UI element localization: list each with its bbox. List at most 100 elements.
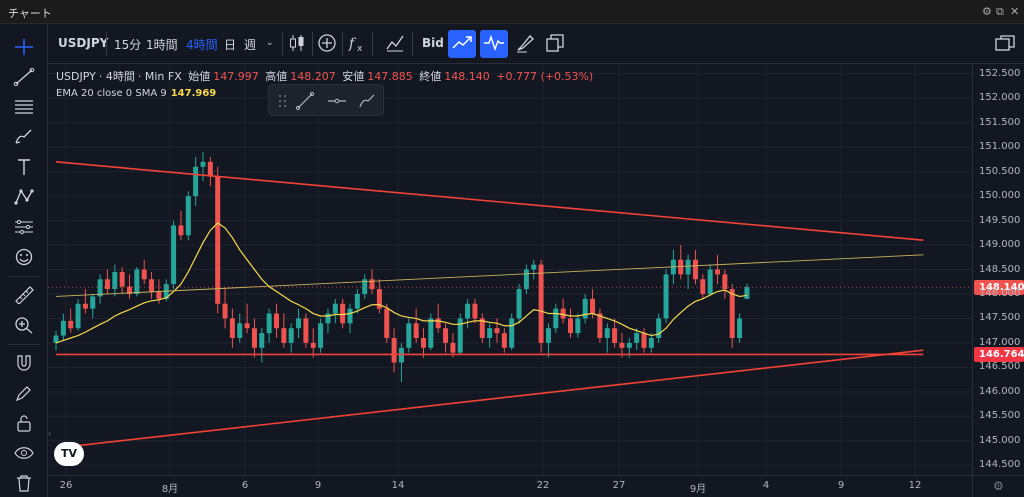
eraser-icon[interactable] [514,32,536,54]
candle-body [501,333,507,348]
price-axis-label: 150.000 [979,190,1021,202]
drawing-mode-tool[interactable] [0,378,48,408]
price-chart [48,64,972,475]
text-tool[interactable] [0,152,48,182]
candles-icon[interactable] [286,32,308,54]
templates-icon[interactable] [384,32,406,54]
fib-tool[interactable] [0,92,48,122]
price-axis-label: 145.500 [979,410,1021,422]
candle-body [303,318,309,343]
candle-body [523,269,529,290]
magnet-tool[interactable] [0,348,48,378]
candle-body [612,328,618,343]
candle-body [340,303,346,324]
eye-icon [14,447,34,459]
lock-tool[interactable] [0,408,48,438]
candle-body [274,313,279,329]
brush-icon[interactable] [357,91,377,111]
chart-pane[interactable]: USDJPY · 4時間 · Min FX 始値 147.997 高値 148.207 … [48,64,972,475]
time-axis-label: 6 [241,480,249,491]
candle-body [178,225,184,236]
multi-window-icon[interactable] [994,33,1016,55]
time-axis-label: 12 [908,480,922,491]
window-titlebar: チャート ⚙ ⧉ ✕ [0,0,1024,24]
legend-open-label: 始値 [188,70,211,83]
price-axis-label: 146.000 [979,385,1021,397]
candle-body [215,176,221,304]
price-type-button[interactable]: Bid [422,36,444,50]
candle-body [60,320,66,336]
candle-body [479,318,485,338]
layout-icon[interactable] [544,32,566,54]
candle-body [538,264,544,343]
close-icon[interactable]: ✕ [1010,5,1020,18]
add-compare-icon[interactable] [316,32,338,54]
candle-body [678,259,684,275]
candle-body [604,328,610,338]
candle-body [413,323,419,338]
candle-body [310,342,316,348]
trendline-icon[interactable] [295,91,315,111]
legend-symbol: USDJPY [56,70,96,83]
candle-body [465,303,471,319]
candle-body [707,269,713,294]
brush-tool[interactable] [0,122,48,152]
trendline-icon [13,68,35,86]
time-axis-label: 8月 [161,484,179,495]
candle-body [318,323,324,348]
time-axis-label: 14 [391,480,405,491]
collapse-toolbar-icon[interactable]: ‹ [48,429,52,438]
interval-15m[interactable]: 15分 [114,38,142,52]
candle-body [715,269,720,275]
drag-handle-icon[interactable] [273,91,293,111]
candle-body [362,279,368,294]
candle-body [369,279,375,290]
ema-legend[interactable]: EMA 20 close 0 SMA 9 147.969 [56,88,216,99]
pulse-icon[interactable] [483,32,505,54]
candle-body [560,308,566,319]
interval-day[interactable]: 日 [224,38,237,52]
measure-tool[interactable] [0,280,48,310]
chevron-down-icon[interactable]: ⌄ [266,38,274,48]
candle-body [200,161,206,167]
candle-body [568,318,573,334]
legend-interval: 4時間 [105,70,135,83]
time-axis[interactable]: 26 8月 6 9 14 22 27 9月 4 9 12 [48,475,972,497]
pattern-tool[interactable] [0,182,48,212]
forecast-tool[interactable] [0,212,48,242]
candle-body [722,274,728,290]
candle-body [244,323,250,329]
unlock-icon [17,415,31,432]
candle-body [53,335,59,343]
settings-icon[interactable]: ⚙ [982,5,992,18]
text-icon [18,159,30,175]
candle-body [237,323,243,338]
zoom-tool[interactable] [0,310,48,340]
interval-week[interactable]: 週 [244,38,257,52]
price-axis-label: 149.500 [979,214,1021,226]
ruler-icon [15,286,34,304]
legend-high: 148.207 [290,70,336,83]
trend-up-icon[interactable] [451,32,473,54]
candle-body [509,318,515,348]
trendline-tool[interactable] [0,62,48,92]
crosshair-tool[interactable] [0,32,48,62]
candle-body [325,313,331,324]
candle-body [737,318,743,338]
candle-body [112,271,118,290]
popout-icon[interactable]: ⧉ [996,5,1004,18]
gear-icon[interactable]: ⚙ [993,479,1004,493]
delete-tool[interactable] [0,468,48,497]
candle-body [692,259,698,280]
horizontal-ray-icon[interactable] [327,91,347,111]
emoji-tool[interactable] [0,242,48,272]
price-axis[interactable]: 148.140 146.764 152.500 152.000 151.500 151… [972,64,1024,475]
time-axis-label: 9月 [689,484,707,495]
price-axis-label: 149.000 [979,239,1021,251]
visibility-tool[interactable] [0,438,48,468]
candle-body [545,328,551,343]
interval-4h[interactable]: 4時間 [186,38,218,52]
interval-1h[interactable]: 1時間 [146,38,178,52]
symbol-search-button[interactable]: USDJPY [58,36,109,50]
